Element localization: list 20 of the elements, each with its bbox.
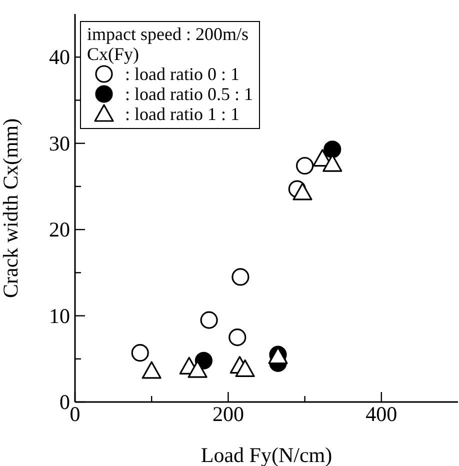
point — [228, 328, 246, 346]
legend-label: : load ratio 1 : 1 — [125, 104, 240, 124]
y-tick-label: 10 — [49, 304, 70, 328]
point — [324, 140, 342, 158]
point — [131, 344, 149, 362]
point — [296, 156, 314, 175]
legend-label: : load ratio 0 : 1 — [125, 64, 240, 84]
x-tick-label: 400 — [366, 402, 398, 426]
point — [292, 182, 312, 200]
point — [142, 361, 162, 379]
y-tick-label: 30 — [49, 131, 70, 156]
y-axis-title: Crack width Cx(mm) — [0, 118, 22, 298]
point — [232, 268, 250, 286]
point — [200, 311, 218, 329]
legend-label: : load ratio 0.5 : 1 — [125, 84, 253, 104]
point — [235, 359, 255, 378]
legend-title: impact speed : 200m/s Cx(Fy) — [87, 24, 250, 64]
x-tick-label: 200 — [212, 402, 244, 426]
y-tick-label: 20 — [49, 218, 70, 242]
y-tick-label: 40 — [49, 45, 70, 70]
